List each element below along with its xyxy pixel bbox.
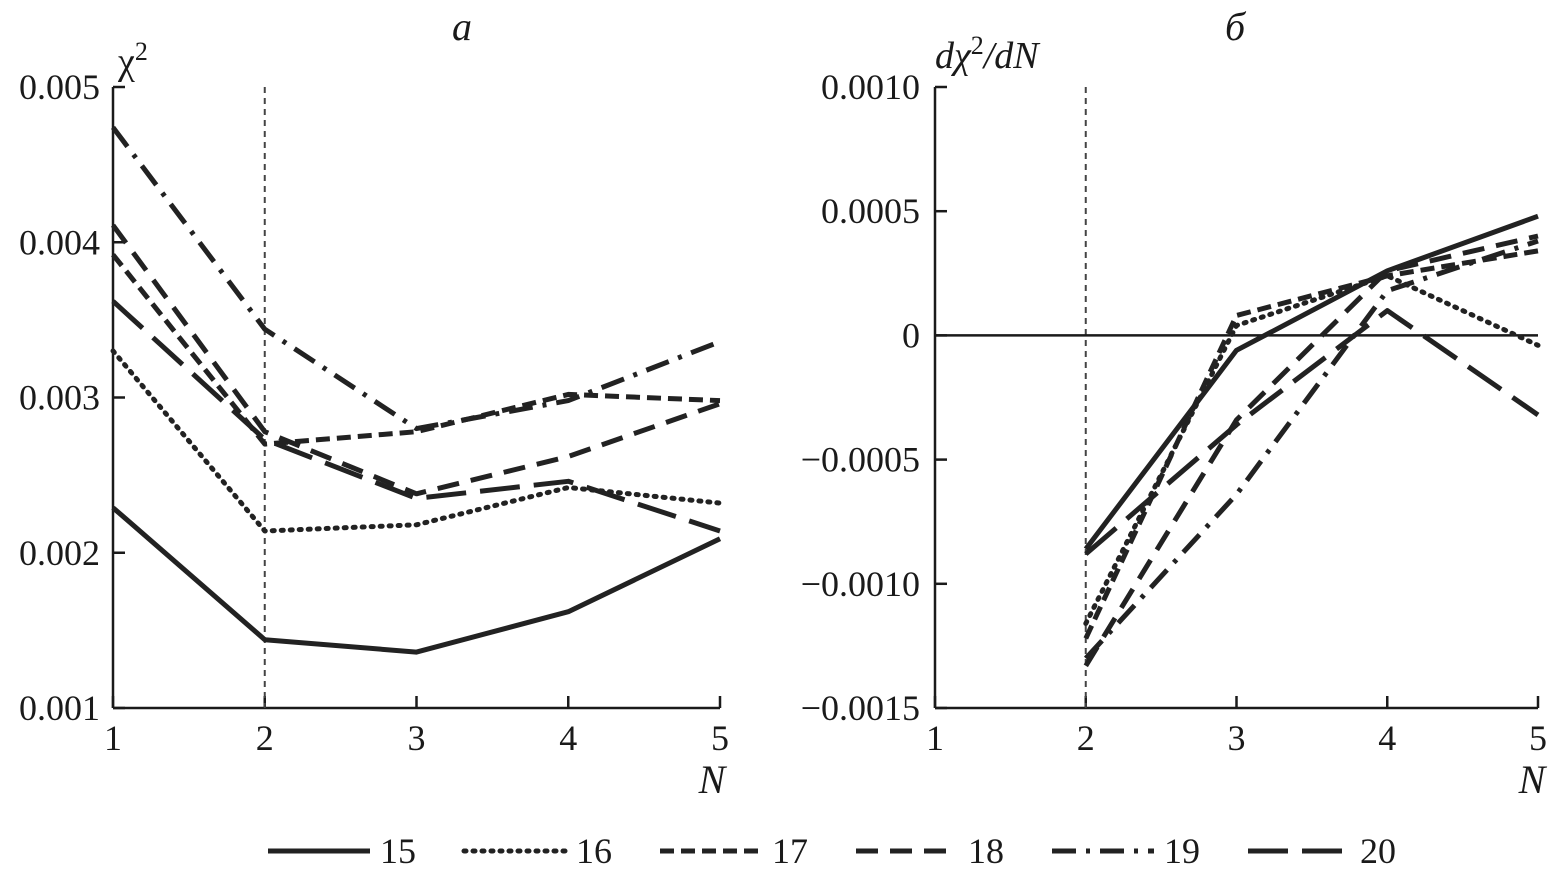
data-point-b-17 [1235, 314, 1238, 317]
data-point-a-18 [112, 224, 115, 227]
y-tick-label-b: 0 [902, 315, 920, 355]
x-tick-label-a: 5 [711, 718, 729, 758]
data-point-b-18 [1084, 664, 1087, 667]
x-tick-label-b: 2 [1077, 718, 1095, 758]
data-point-a-17 [112, 253, 115, 256]
series-line-b-15 [1083, 213, 1539, 551]
panel-a-chi-squared: а χ2 N 0.001 0.002 0.003 0.004 0.005 1 2 3 4 5 [19, 4, 729, 802]
panel-b-derivative: б dχ2/dN N −0.0015 −0.0010 −0.0005 0 0.0005 0.00… [801, 4, 1548, 802]
y-tick-label-b: 0.0005 [821, 191, 920, 231]
series-line-b-17 [1083, 248, 1539, 640]
data-point-b-16 [1537, 344, 1540, 347]
y-tick-label-a: 0.004 [19, 222, 100, 262]
series-line-a-15 [111, 505, 722, 655]
series-line-a-20 [111, 299, 721, 534]
panel-label-a: а [452, 4, 472, 49]
x-tick-label-b: 1 [926, 718, 944, 758]
data-point-a-15 [567, 610, 570, 613]
data-point-a-20 [567, 480, 570, 483]
data-point-a-17 [567, 393, 570, 396]
data-point-a-18 [263, 430, 266, 433]
x-axis-label-b: N [1518, 757, 1548, 802]
data-point-a-17 [719, 399, 722, 402]
legend-label-20: 20 [1360, 831, 1396, 871]
data-point-a-19 [719, 340, 722, 343]
data-point-a-16 [263, 530, 266, 533]
y-tick-label-b: −0.0015 [801, 688, 920, 728]
data-point-a-16 [719, 502, 722, 505]
y-tick-label-b: −0.0010 [801, 564, 920, 604]
data-point-b-15 [1537, 215, 1540, 218]
x-tick-label-a: 1 [104, 718, 122, 758]
y-axis-label-b: dχ2/dN [935, 31, 1041, 77]
legend-label-18: 18 [968, 831, 1004, 871]
data-point-a-20 [263, 438, 266, 441]
y-tick-label-a: 0.003 [19, 378, 100, 418]
data-point-b-20 [1235, 423, 1238, 426]
series-line-b-20 [1084, 308, 1540, 556]
data-point-a-20 [112, 300, 115, 303]
data-point-b-16 [1084, 622, 1087, 625]
series-line-b-18 [1083, 233, 1539, 668]
data-point-b-19 [1084, 657, 1087, 660]
data-point-b-16 [1235, 324, 1238, 327]
data-point-a-18 [415, 492, 418, 495]
legend-label-19: 19 [1164, 831, 1200, 871]
y-tick-label-a: 0.002 [19, 533, 100, 573]
data-point-a-16 [112, 349, 115, 352]
legend: 15 16 17 18 19 20 [268, 831, 1396, 871]
legend-label-16: 16 [576, 831, 612, 871]
y-tick-label-b: 0.0010 [821, 67, 920, 107]
data-point-a-17 [263, 443, 266, 446]
x-tick-label-a: 2 [256, 718, 274, 758]
data-point-b-18 [1386, 269, 1389, 272]
data-point-a-16 [415, 523, 418, 526]
series-line-a-19 [111, 125, 721, 432]
data-point-b-15 [1235, 349, 1238, 352]
legend-label-17: 17 [772, 831, 808, 871]
legend-label-15: 15 [380, 831, 416, 871]
data-point-b-17 [1084, 637, 1087, 640]
data-point-a-18 [719, 402, 722, 405]
data-point-b-19 [1537, 240, 1540, 243]
x-tick-label-b: 4 [1378, 718, 1396, 758]
data-point-a-15 [415, 651, 418, 654]
data-point-a-20 [719, 530, 722, 533]
data-point-a-20 [415, 497, 418, 500]
x-axis-label-a: N [698, 757, 728, 802]
x-tick-label-b: 3 [1228, 718, 1246, 758]
series-line-a-17 [111, 253, 721, 447]
data-point-a-19 [567, 399, 570, 402]
data-point-a-15 [263, 638, 266, 641]
data-point-a-16 [567, 486, 570, 489]
y-tick-label-b: −0.0005 [801, 440, 920, 480]
data-point-a-19 [263, 328, 266, 331]
data-point-b-20 [1084, 552, 1087, 555]
series-line-a-18 [110, 223, 721, 497]
data-point-a-19 [415, 427, 418, 430]
series-line-b-16 [1083, 273, 1541, 626]
y-tick-label-a: 0.005 [19, 67, 100, 107]
series-line-b-19 [1083, 238, 1539, 660]
data-point-b-17 [1537, 249, 1540, 252]
data-point-a-15 [112, 506, 115, 509]
data-point-a-15 [719, 537, 722, 540]
series-line-a-16 [110, 348, 723, 534]
data-point-b-19 [1235, 493, 1238, 496]
data-point-b-19 [1386, 289, 1389, 292]
data-point-b-20 [1386, 309, 1389, 312]
data-point-b-20 [1537, 413, 1540, 416]
y-axis-label-a: χ2 [117, 37, 148, 83]
data-point-a-18 [567, 455, 570, 458]
x-tick-label-a: 4 [559, 718, 577, 758]
data-point-a-19 [112, 126, 115, 129]
panel-label-b: б [1225, 4, 1247, 49]
data-point-b-18 [1537, 235, 1540, 238]
x-tick-label-b: 5 [1529, 718, 1547, 758]
y-tick-label-a: 0.001 [19, 688, 100, 728]
x-tick-label-a: 3 [408, 718, 426, 758]
